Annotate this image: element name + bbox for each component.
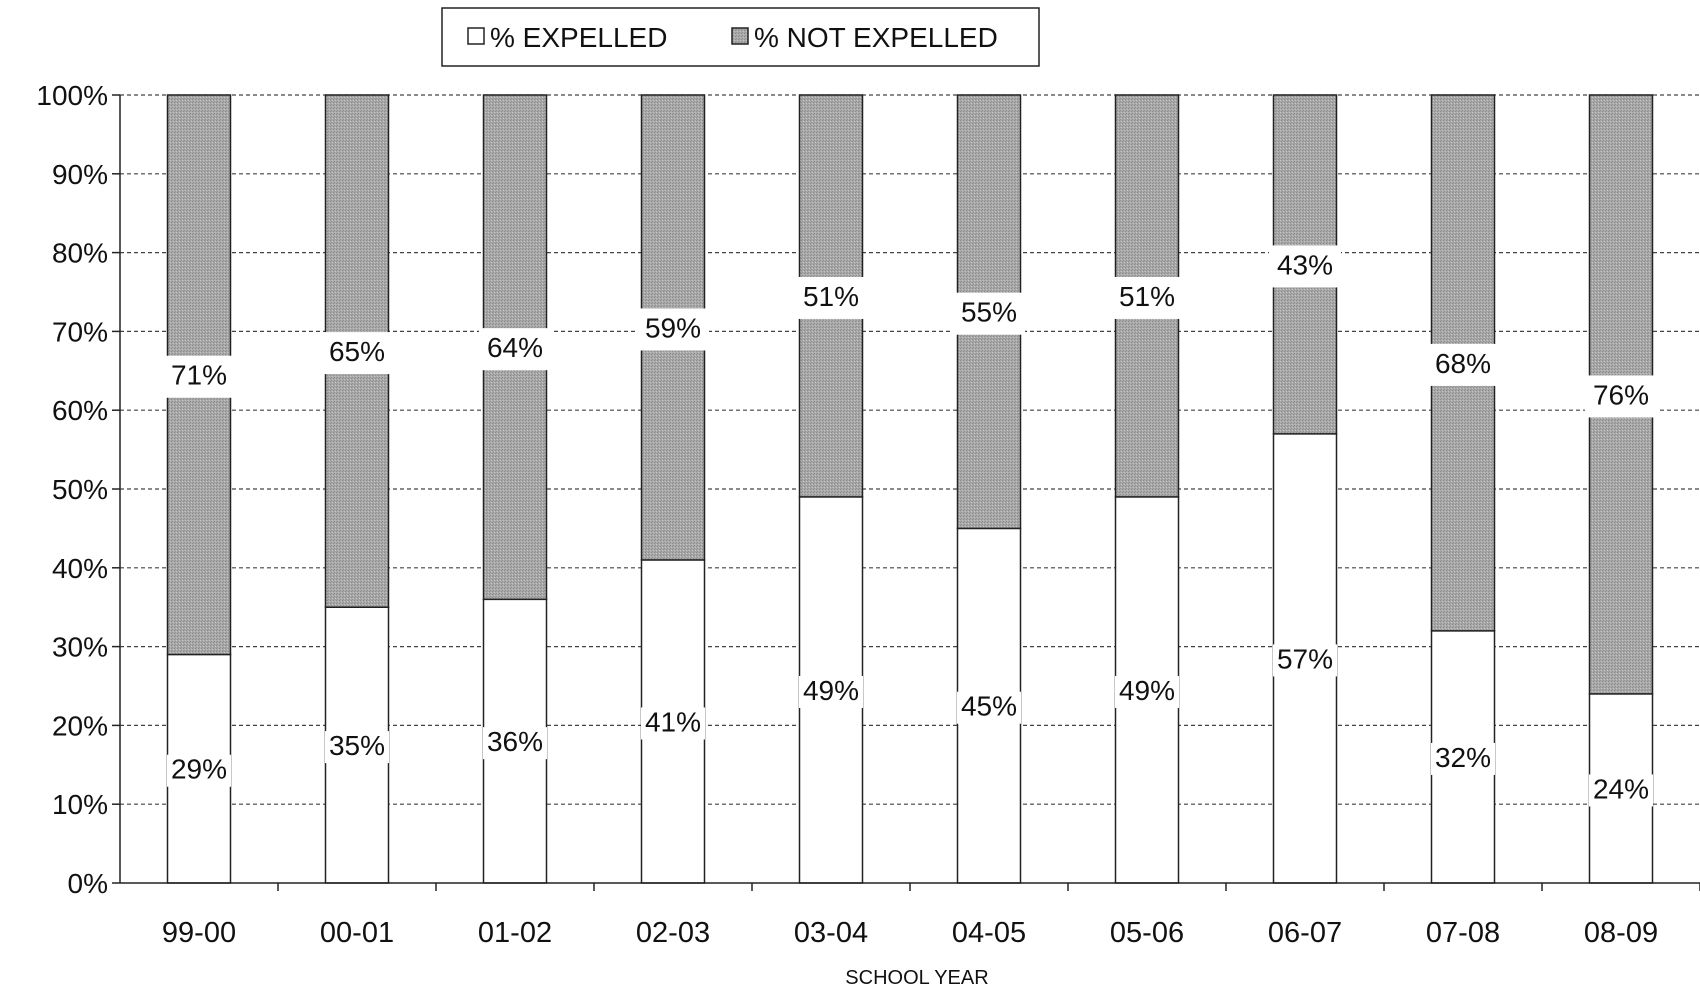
data-label-not-expelled: 71% (171, 360, 227, 391)
data-label-background (641, 707, 705, 740)
data-label-not-expelled: 59% (645, 312, 701, 343)
data-label-background (479, 328, 551, 371)
data-label-background (163, 355, 235, 398)
y-tick-label: 40% (52, 553, 108, 584)
data-label-not-expelled: 43% (1277, 249, 1333, 280)
data-label-background (1589, 774, 1653, 807)
y-axis-tick-labels: 0% 10% 20% 30% 40% 50% 60% 70% 80% 90% 100% (36, 80, 120, 899)
legend-label-expelled: % EXPELLED (490, 22, 667, 53)
data-label-expelled: 32% (1435, 742, 1491, 773)
y-tick-label: 90% (52, 159, 108, 190)
data-label-background (795, 276, 867, 319)
data-label-not-expelled: 64% (487, 332, 543, 363)
legend-swatch-expelled (467, 27, 485, 45)
data-label-expelled: 49% (803, 675, 859, 706)
y-tick-label: 100% (36, 80, 108, 111)
data-label-not-expelled: 51% (1119, 281, 1175, 312)
data-label-expelled: 29% (171, 754, 227, 785)
data-label-expelled: 49% (1119, 675, 1175, 706)
y-tick-label: 70% (52, 316, 108, 347)
x-category-label: 04-05 (952, 917, 1026, 949)
y-tick-label: 10% (52, 789, 108, 820)
x-axis-title: SCHOOL YEAR (845, 967, 988, 989)
data-label-expelled: 24% (1593, 773, 1649, 804)
legend: % EXPELLED % NOT EXPELLED (441, 7, 1040, 67)
data-label-background (957, 691, 1021, 724)
x-category-label: 99-00 (162, 917, 236, 949)
data-label-background (167, 754, 231, 787)
x-category-label: 05-06 (1110, 917, 1184, 949)
data-label-expelled: 45% (961, 691, 1017, 722)
y-tick-label: 0% (68, 868, 108, 899)
data-label-not-expelled: 55% (961, 297, 1017, 328)
x-category-label: 02-03 (636, 917, 710, 949)
y-tick-label: 80% (52, 238, 108, 269)
y-tick-label: 20% (52, 710, 108, 741)
data-label-background (321, 332, 393, 375)
data-label-background (483, 727, 547, 760)
data-label-background (1111, 276, 1183, 319)
data-label-not-expelled: 68% (1435, 348, 1491, 379)
x-category-label: 06-07 (1268, 917, 1342, 949)
x-category-label: 03-04 (794, 917, 868, 949)
data-label-not-expelled: 65% (329, 336, 385, 367)
x-category-label: 01-02 (478, 917, 552, 949)
y-tick-label: 30% (52, 632, 108, 663)
data-label-background (637, 308, 709, 351)
x-category-label: 00-01 (320, 917, 394, 949)
y-tick-label: 50% (52, 474, 108, 505)
x-axis-category-labels: 99-00 00-01 01-02 02-03 03-04 04-05 05-06 06-07… (162, 883, 1700, 949)
data-label-background (1273, 644, 1337, 677)
data-label-expelled: 57% (1277, 643, 1333, 674)
data-label-background (1431, 742, 1495, 775)
x-category-label: 08-09 (1584, 917, 1658, 949)
data-label-background (799, 675, 863, 708)
data-label-background (1269, 245, 1341, 288)
legend-label-not-expelled: % NOT EXPELLED (754, 22, 998, 53)
data-label-expelled: 41% (645, 706, 701, 737)
data-label-expelled: 35% (329, 730, 385, 761)
data-label-background (325, 731, 389, 764)
data-label-background (953, 292, 1025, 335)
x-category-label: 07-08 (1426, 917, 1500, 949)
data-labels: 29% 71% 35% 65% 36% 64% 41% 59% 49% 51% 45% 55% 49% 5… (163, 245, 1657, 807)
y-tick-label: 60% (52, 395, 108, 426)
data-label-expelled: 36% (487, 726, 543, 757)
legend-swatch-not-expelled (731, 27, 749, 45)
data-label-background (1427, 343, 1499, 386)
data-label-background (1585, 375, 1657, 418)
data-label-background (1115, 675, 1179, 708)
data-label-not-expelled: 76% (1593, 379, 1649, 410)
data-label-not-expelled: 51% (803, 281, 859, 312)
